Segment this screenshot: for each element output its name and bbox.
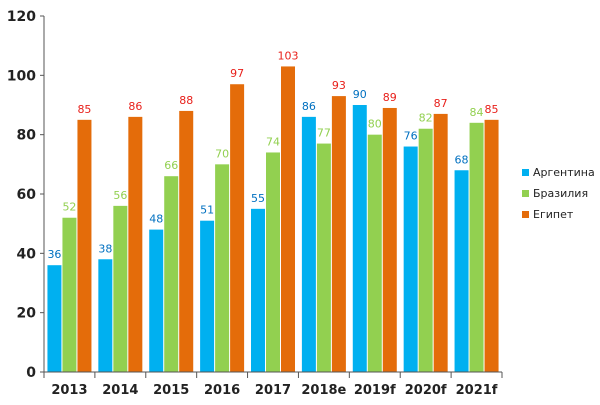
- data-label: 48: [149, 213, 163, 226]
- data-label: 77: [317, 127, 331, 140]
- bar: [149, 229, 164, 372]
- x-axis: 2013 2014 2015 2016 2017 2018e 2019f 2020f 2021f: [43, 371, 503, 398]
- bar: [230, 84, 245, 372]
- data-label: 55: [251, 192, 265, 205]
- legend-label: Аргентина: [533, 166, 595, 179]
- bar: [331, 96, 346, 372]
- bar: [113, 205, 128, 372]
- data-label: 89: [383, 91, 397, 104]
- data-label: 51: [200, 204, 214, 217]
- y-tick-label: 80: [17, 128, 37, 144]
- bar: [77, 119, 92, 372]
- bar: [454, 170, 469, 372]
- x-tick-label: 2016: [204, 383, 240, 398]
- legend-label: Египет: [533, 208, 574, 221]
- x-tick-label: 2019f: [354, 383, 396, 398]
- y-tick-label: 20: [17, 306, 37, 322]
- x-tick-label: 2017: [255, 383, 291, 398]
- data-label: 97: [230, 67, 244, 80]
- bar: [469, 122, 484, 372]
- bar: [367, 134, 382, 372]
- bar: [484, 119, 499, 372]
- x-tick-label: 2021f: [456, 383, 498, 398]
- bar: [301, 116, 316, 372]
- legend-swatch: [522, 169, 529, 176]
- data-label: 82: [419, 112, 433, 125]
- legend-swatch: [522, 211, 529, 218]
- bar: [215, 164, 230, 372]
- x-tick-label: 2014: [102, 383, 138, 398]
- data-label: 84: [470, 106, 484, 119]
- y-axis: 0 20 40 60 80 100 120: [7, 9, 45, 381]
- data-label: 85: [77, 103, 91, 116]
- x-tick-label: 2013: [51, 383, 87, 398]
- data-label: 90: [353, 88, 367, 101]
- bar: [418, 128, 433, 372]
- data-label: 86: [128, 100, 142, 113]
- data-label: 103: [278, 49, 299, 62]
- data-label: 52: [62, 201, 76, 214]
- bar: [266, 152, 280, 372]
- bar: [98, 259, 113, 372]
- x-tick-label: 2018e: [301, 383, 346, 398]
- data-label: 36: [47, 248, 61, 261]
- bar: [164, 176, 179, 372]
- bar: [47, 265, 62, 372]
- bar: [352, 105, 367, 372]
- bar: [200, 220, 215, 372]
- legend: Аргентина Бразилия Египет: [522, 166, 595, 221]
- bar: [179, 110, 194, 372]
- data-label: 87: [434, 97, 448, 110]
- bar: [316, 143, 331, 372]
- data-label: 76: [404, 130, 418, 143]
- bar: [403, 146, 418, 372]
- data-label: 68: [455, 153, 469, 166]
- data-label: 38: [98, 242, 112, 255]
- bar: [433, 113, 448, 373]
- bar: [281, 66, 295, 372]
- x-tick-label: 2020f: [405, 383, 447, 398]
- legend-swatch: [522, 190, 529, 197]
- data-label: 85: [485, 103, 499, 116]
- bars-area: 36 52 85 38 56 86 48 66 88 51 70 97 55 74 103 86 77 93 90 8…: [47, 49, 499, 373]
- bar: [62, 217, 77, 372]
- x-tick-label: 2015: [153, 383, 189, 398]
- y-tick-label: 40: [17, 246, 37, 262]
- data-label: 86: [302, 100, 316, 113]
- data-label: 80: [368, 118, 382, 131]
- data-label: 74: [266, 135, 280, 148]
- data-label: 93: [332, 79, 346, 92]
- data-label: 66: [164, 159, 178, 172]
- data-label: 56: [113, 189, 127, 202]
- y-tick-label: 0: [26, 365, 36, 381]
- legend-label: Бразилия: [533, 187, 588, 200]
- bar: [128, 116, 143, 372]
- data-label: 70: [215, 147, 229, 160]
- bar: [382, 107, 397, 372]
- data-label: 88: [179, 94, 193, 107]
- bar: [251, 208, 265, 372]
- y-tick-label: 100: [7, 68, 36, 84]
- y-tick-label: 120: [7, 9, 36, 25]
- y-tick-label: 60: [17, 187, 37, 203]
